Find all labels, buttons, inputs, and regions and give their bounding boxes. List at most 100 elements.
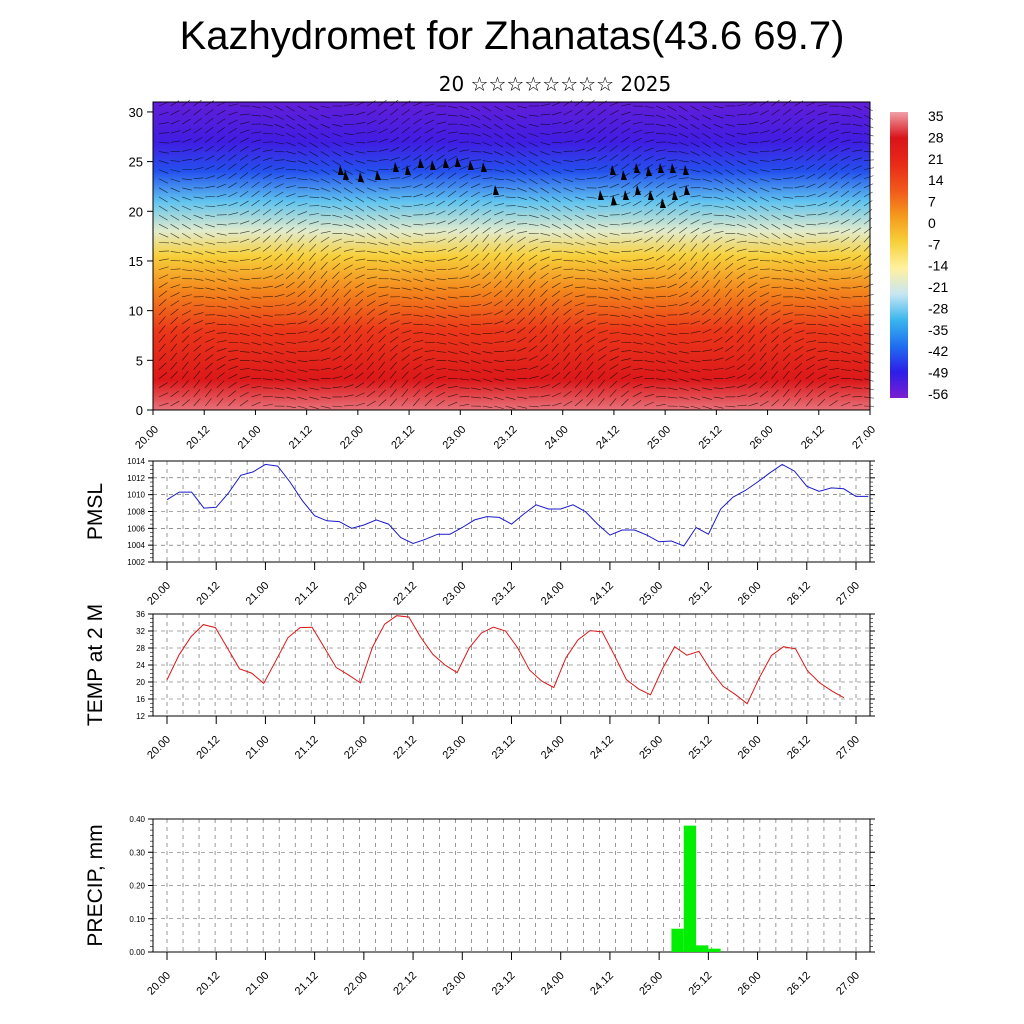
- wind-barb: [667, 378, 678, 382]
- wind-barb: [424, 136, 434, 143]
- wind-barb: [852, 360, 863, 364]
- wind-barb: [205, 214, 216, 218]
- x-tick-label: 21.12: [293, 580, 321, 608]
- wind-barb: [725, 214, 736, 218]
- wind-barb: [736, 298, 744, 307]
- wind-barb: [621, 260, 632, 262]
- wind-barb: [193, 214, 204, 219]
- wind-barb: [366, 242, 377, 245]
- wind-barb: [286, 387, 296, 391]
- wind-barb: [228, 278, 239, 282]
- wind-barb: [355, 151, 366, 154]
- wind-barb: [320, 105, 331, 109]
- wind-barb: [309, 169, 319, 174]
- wind-barb: [216, 145, 225, 152]
- wind-barb: [817, 260, 828, 262]
- wind-barb: [598, 185, 609, 189]
- wind-barb: [228, 111, 238, 116]
- wind-barb: [771, 223, 781, 230]
- wind-barb: [505, 318, 515, 325]
- wind-barb: [181, 205, 192, 211]
- wind-barb: [852, 378, 863, 381]
- wind-barb: [216, 204, 227, 207]
- wind-barb: [759, 120, 770, 125]
- wind-barb: [806, 223, 817, 226]
- wind-barb: [158, 196, 168, 203]
- x-tick-label: 24.12: [594, 424, 622, 452]
- wind-barb: [297, 114, 307, 121]
- y-tick-label: 12: [136, 712, 145, 721]
- wind-barb: [332, 114, 343, 117]
- wind-barb: [517, 347, 527, 352]
- wind-barb: [598, 260, 608, 264]
- wind-barb: [170, 334, 178, 343]
- wind-barb: [401, 388, 409, 398]
- x-tick-label: 22.00: [342, 734, 370, 762]
- wind-barb: [644, 305, 655, 309]
- wind-barb: [320, 307, 328, 316]
- wind-barb: [390, 205, 400, 209]
- wind-barb: [413, 136, 422, 143]
- wind-barb: [309, 298, 317, 307]
- wind-barb: [401, 126, 410, 134]
- wind-barb: [367, 160, 378, 162]
- wind-barb: [494, 320, 504, 325]
- wind-barb: [158, 382, 168, 389]
- wind-barb: [332, 223, 343, 226]
- wind-barb: [713, 288, 721, 298]
- wind-barb: [574, 138, 585, 143]
- wind-barb: [309, 213, 320, 216]
- wind-barb: [170, 284, 181, 289]
- wind-barb: [505, 298, 514, 307]
- wind-barb: [494, 151, 504, 156]
- wind-barb: [586, 242, 597, 246]
- wind-barb: [470, 217, 480, 225]
- wind-barb: [332, 307, 339, 316]
- wind-barb: [262, 218, 272, 225]
- wind-barb: [621, 358, 632, 361]
- wind-barb: [563, 205, 573, 212]
- wind-barb: [424, 323, 435, 327]
- y-tick-label: 0.00: [129, 948, 145, 957]
- wind-barb: [794, 269, 805, 273]
- wind-barb: [366, 251, 377, 254]
- wind-barb: [829, 230, 840, 234]
- wind-barb: [205, 205, 216, 207]
- wind-barb: [505, 114, 515, 120]
- temp-chart-grid: [153, 613, 870, 717]
- wind-barb: [794, 330, 805, 334]
- wind-barb: [251, 360, 262, 363]
- wind-barb: [436, 163, 445, 170]
- wind-barb: [759, 390, 769, 398]
- wind-barb: [736, 248, 747, 252]
- wind-barb: [286, 360, 296, 364]
- wind-barb: [863, 273, 873, 279]
- wind-barb: [262, 123, 273, 127]
- wind-barb: [794, 165, 804, 170]
- wind-barb: [782, 361, 790, 370]
- wind-barb: [355, 205, 365, 212]
- wind-barb: [829, 400, 838, 407]
- wind-barb: [794, 195, 805, 198]
- wind-barb: [413, 348, 423, 352]
- wind-barb: [609, 183, 620, 189]
- wind-barb: [759, 205, 769, 212]
- y-tick-label: 36: [136, 610, 145, 619]
- wind-barb: [690, 271, 698, 279]
- wind-barb: [413, 127, 422, 134]
- wind-barb: [632, 391, 642, 398]
- wind-barb: [274, 217, 283, 225]
- wind-barb: [505, 328, 515, 334]
- wind-barb: [366, 223, 376, 230]
- wind-flag: [405, 165, 411, 175]
- wind-barb: [366, 292, 377, 298]
- wind-barb: [285, 272, 294, 279]
- wind-barb: [517, 169, 527, 175]
- wind-barb: [736, 223, 747, 228]
- wind-barb: [274, 234, 282, 243]
- wind-barb: [505, 229, 516, 234]
- wind-flags: [338, 157, 690, 208]
- wind-barb: [320, 169, 330, 175]
